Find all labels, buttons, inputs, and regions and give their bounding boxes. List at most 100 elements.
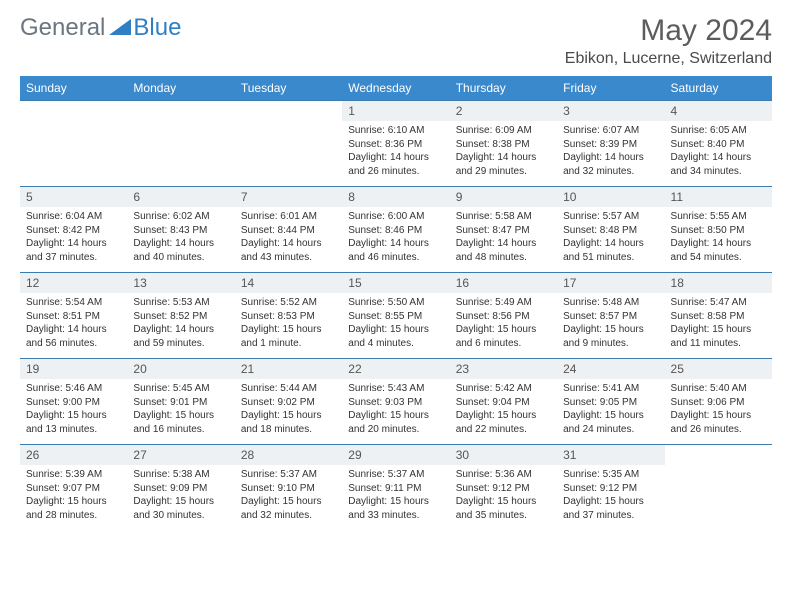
day-details: Sunrise: 5:37 AMSunset: 9:11 PMDaylight:… — [342, 465, 449, 530]
day-cell: 25Sunrise: 5:40 AMSunset: 9:06 PMDayligh… — [665, 359, 772, 445]
weekday-header: Friday — [557, 76, 664, 101]
day-details: Sunrise: 5:46 AMSunset: 9:00 PMDaylight:… — [20, 379, 127, 444]
day-details: Sunrise: 6:05 AMSunset: 8:40 PMDaylight:… — [665, 121, 772, 186]
day-number: 15 — [342, 273, 449, 293]
day-number: 8 — [342, 187, 449, 207]
day-cell: 1Sunrise: 6:10 AMSunset: 8:36 PMDaylight… — [342, 101, 449, 187]
day-details: Sunrise: 5:57 AMSunset: 8:48 PMDaylight:… — [557, 207, 664, 272]
day-details: Sunrise: 5:50 AMSunset: 8:55 PMDaylight:… — [342, 293, 449, 358]
day-number: 31 — [557, 445, 664, 465]
day-cell: 12Sunrise: 5:54 AMSunset: 8:51 PMDayligh… — [20, 273, 127, 359]
day-cell — [20, 101, 127, 187]
header: General Blue May 2024 Ebikon, Lucerne, S… — [20, 14, 772, 68]
day-cell: 29Sunrise: 5:37 AMSunset: 9:11 PMDayligh… — [342, 445, 449, 531]
day-number: 19 — [20, 359, 127, 379]
day-details: Sunrise: 5:54 AMSunset: 8:51 PMDaylight:… — [20, 293, 127, 358]
day-cell: 17Sunrise: 5:48 AMSunset: 8:57 PMDayligh… — [557, 273, 664, 359]
day-details: Sunrise: 5:37 AMSunset: 9:10 PMDaylight:… — [235, 465, 342, 530]
day-details: Sunrise: 5:39 AMSunset: 9:07 PMDaylight:… — [20, 465, 127, 530]
day-details: Sunrise: 6:01 AMSunset: 8:44 PMDaylight:… — [235, 207, 342, 272]
day-cell: 6Sunrise: 6:02 AMSunset: 8:43 PMDaylight… — [127, 187, 234, 273]
day-details: Sunrise: 5:47 AMSunset: 8:58 PMDaylight:… — [665, 293, 772, 358]
day-details: Sunrise: 5:49 AMSunset: 8:56 PMDaylight:… — [450, 293, 557, 358]
day-cell: 4Sunrise: 6:05 AMSunset: 8:40 PMDaylight… — [665, 101, 772, 187]
day-cell: 16Sunrise: 5:49 AMSunset: 8:56 PMDayligh… — [450, 273, 557, 359]
day-number: 28 — [235, 445, 342, 465]
day-number: 4 — [665, 101, 772, 121]
day-details: Sunrise: 5:36 AMSunset: 9:12 PMDaylight:… — [450, 465, 557, 530]
day-number: 26 — [20, 445, 127, 465]
day-number: 17 — [557, 273, 664, 293]
day-details: Sunrise: 6:09 AMSunset: 8:38 PMDaylight:… — [450, 121, 557, 186]
day-cell: 5Sunrise: 6:04 AMSunset: 8:42 PMDaylight… — [20, 187, 127, 273]
day-details: Sunrise: 5:55 AMSunset: 8:50 PMDaylight:… — [665, 207, 772, 272]
day-number: 20 — [127, 359, 234, 379]
logo: General Blue — [20, 14, 181, 42]
day-number: 18 — [665, 273, 772, 293]
weekday-header: Saturday — [665, 76, 772, 101]
logo-text-blue: Blue — [133, 14, 181, 42]
day-cell: 14Sunrise: 5:52 AMSunset: 8:53 PMDayligh… — [235, 273, 342, 359]
day-cell: 27Sunrise: 5:38 AMSunset: 9:09 PMDayligh… — [127, 445, 234, 531]
day-details: Sunrise: 5:45 AMSunset: 9:01 PMDaylight:… — [127, 379, 234, 444]
day-cell: 15Sunrise: 5:50 AMSunset: 8:55 PMDayligh… — [342, 273, 449, 359]
day-cell: 23Sunrise: 5:42 AMSunset: 9:04 PMDayligh… — [450, 359, 557, 445]
weekday-header: Wednesday — [342, 76, 449, 101]
day-number: 10 — [557, 187, 664, 207]
weekday-header: Tuesday — [235, 76, 342, 101]
day-cell: 30Sunrise: 5:36 AMSunset: 9:12 PMDayligh… — [450, 445, 557, 531]
day-number: 3 — [557, 101, 664, 121]
title-block: May 2024 Ebikon, Lucerne, Switzerland — [565, 14, 772, 68]
weekday-header: Thursday — [450, 76, 557, 101]
day-details: Sunrise: 5:44 AMSunset: 9:02 PMDaylight:… — [235, 379, 342, 444]
day-cell: 22Sunrise: 5:43 AMSunset: 9:03 PMDayligh… — [342, 359, 449, 445]
day-details: Sunrise: 6:00 AMSunset: 8:46 PMDaylight:… — [342, 207, 449, 272]
calendar-table: SundayMondayTuesdayWednesdayThursdayFrid… — [20, 76, 772, 530]
day-details: Sunrise: 5:53 AMSunset: 8:52 PMDaylight:… — [127, 293, 234, 358]
day-cell: 28Sunrise: 5:37 AMSunset: 9:10 PMDayligh… — [235, 445, 342, 531]
day-cell: 11Sunrise: 5:55 AMSunset: 8:50 PMDayligh… — [665, 187, 772, 273]
day-number: 13 — [127, 273, 234, 293]
location: Ebikon, Lucerne, Switzerland — [565, 50, 772, 68]
day-details: Sunrise: 5:52 AMSunset: 8:53 PMDaylight:… — [235, 293, 342, 358]
day-number: 27 — [127, 445, 234, 465]
day-cell: 21Sunrise: 5:44 AMSunset: 9:02 PMDayligh… — [235, 359, 342, 445]
day-cell: 2Sunrise: 6:09 AMSunset: 8:38 PMDaylight… — [450, 101, 557, 187]
day-cell — [127, 101, 234, 187]
weekday-header: Monday — [127, 76, 234, 101]
day-cell: 26Sunrise: 5:39 AMSunset: 9:07 PMDayligh… — [20, 445, 127, 531]
day-number: 25 — [665, 359, 772, 379]
day-number: 11 — [665, 187, 772, 207]
day-number: 5 — [20, 187, 127, 207]
day-cell: 7Sunrise: 6:01 AMSunset: 8:44 PMDaylight… — [235, 187, 342, 273]
day-details: Sunrise: 5:48 AMSunset: 8:57 PMDaylight:… — [557, 293, 664, 358]
day-details: Sunrise: 5:38 AMSunset: 9:09 PMDaylight:… — [127, 465, 234, 530]
day-details: Sunrise: 6:10 AMSunset: 8:36 PMDaylight:… — [342, 121, 449, 186]
day-cell: 20Sunrise: 5:45 AMSunset: 9:01 PMDayligh… — [127, 359, 234, 445]
day-details: Sunrise: 6:04 AMSunset: 8:42 PMDaylight:… — [20, 207, 127, 272]
day-number: 12 — [20, 273, 127, 293]
logo-triangle-icon — [109, 17, 131, 40]
day-details: Sunrise: 5:42 AMSunset: 9:04 PMDaylight:… — [450, 379, 557, 444]
day-details: Sunrise: 5:41 AMSunset: 9:05 PMDaylight:… — [557, 379, 664, 444]
day-number: 2 — [450, 101, 557, 121]
day-number: 1 — [342, 101, 449, 121]
day-number: 30 — [450, 445, 557, 465]
day-details: Sunrise: 6:02 AMSunset: 8:43 PMDaylight:… — [127, 207, 234, 272]
day-cell — [235, 101, 342, 187]
day-details: Sunrise: 5:35 AMSunset: 9:12 PMDaylight:… — [557, 465, 664, 530]
day-number: 9 — [450, 187, 557, 207]
day-number: 6 — [127, 187, 234, 207]
day-cell: 18Sunrise: 5:47 AMSunset: 8:58 PMDayligh… — [665, 273, 772, 359]
day-cell: 8Sunrise: 6:00 AMSunset: 8:46 PMDaylight… — [342, 187, 449, 273]
day-cell: 3Sunrise: 6:07 AMSunset: 8:39 PMDaylight… — [557, 101, 664, 187]
day-number: 29 — [342, 445, 449, 465]
day-details: Sunrise: 5:40 AMSunset: 9:06 PMDaylight:… — [665, 379, 772, 444]
day-cell — [665, 445, 772, 531]
day-number: 23 — [450, 359, 557, 379]
day-details: Sunrise: 5:43 AMSunset: 9:03 PMDaylight:… — [342, 379, 449, 444]
month-title: May 2024 — [565, 14, 772, 48]
day-number: 14 — [235, 273, 342, 293]
day-cell: 24Sunrise: 5:41 AMSunset: 9:05 PMDayligh… — [557, 359, 664, 445]
day-cell: 31Sunrise: 5:35 AMSunset: 9:12 PMDayligh… — [557, 445, 664, 531]
